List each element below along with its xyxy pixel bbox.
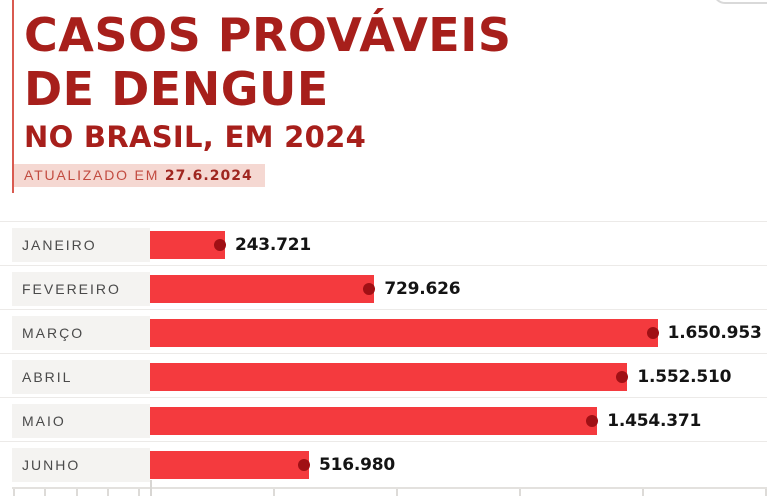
bar-end-dot [297, 459, 310, 471]
axis-tick-major [273, 489, 275, 496]
header: CASOS PROVÁVEIS DE DENGUE NO BRASIL, EM … [0, 0, 767, 187]
value-label: 243.721 [234, 235, 311, 255]
month-label: FEVEREIRO [22, 281, 121, 297]
month-cell: MARÇO [12, 316, 150, 350]
bar [150, 363, 628, 391]
updated-badge: ATUALIZADO EM 27.6.2024 [13, 164, 265, 187]
chart-row: MAIO 1.454.371 [0, 397, 767, 441]
axis-tick-minor [138, 489, 140, 496]
chart-row: JUNHO 516.980 [0, 441, 767, 485]
bar-end-dot [646, 327, 659, 339]
bar-chart: JANEIRO 243.721 FEVEREIRO 729.626 MARÇO … [0, 221, 767, 485]
axis-tick-minor [76, 489, 78, 496]
value-label: 729.626 [384, 279, 461, 299]
value-label: 1.454.371 [607, 411, 702, 431]
bar [150, 407, 598, 435]
value-label: 1.650.953 [667, 323, 762, 343]
axis-tick-major [765, 489, 767, 496]
chart-title-line1: CASOS PROVÁVEIS [24, 8, 512, 62]
axis-tick-major [519, 489, 521, 496]
cropped-corner-shape [713, 0, 767, 4]
chart-row: JANEIRO 243.721 [0, 221, 767, 265]
updated-badge-date: 27.6.2024 [164, 168, 253, 184]
x-axis-line [12, 487, 767, 489]
bar [150, 275, 375, 303]
month-label: ABRIL [22, 369, 73, 385]
month-label: JANEIRO [22, 237, 97, 253]
axis-tick-minor [44, 489, 46, 496]
chart-row: FEVEREIRO 729.626 [0, 265, 767, 309]
chart-row: ABRIL 1.552.510 [0, 353, 767, 397]
month-cell: JANEIRO [12, 228, 150, 262]
chart-subtitle: NO BRASIL, EM 2024 [24, 120, 367, 154]
bar [150, 451, 309, 479]
bar [150, 319, 658, 347]
bar-end-dot [586, 415, 599, 427]
axis-tick-minor [107, 489, 109, 496]
month-label: JUNHO [22, 457, 81, 473]
updated-badge-label: ATUALIZADO EM [24, 167, 160, 183]
bar [150, 231, 225, 259]
bar-end-dot [213, 239, 226, 251]
axis-tick-major [396, 489, 398, 496]
chart-title-line2: DE DENGUE [24, 62, 329, 116]
axis-tick-major [642, 489, 644, 496]
month-cell: JUNHO [12, 448, 150, 482]
month-cell: FEVEREIRO [12, 272, 150, 306]
month-cell: ABRIL [12, 360, 150, 394]
axis-tick-zero [150, 480, 152, 496]
value-label: 1.552.510 [637, 367, 732, 387]
axis-tick-minor [13, 489, 15, 496]
bar-end-dot [363, 283, 376, 295]
value-label: 516.980 [318, 455, 395, 475]
month-cell: MAIO [12, 404, 150, 438]
month-label: MAIO [22, 413, 66, 429]
bar-end-dot [616, 371, 629, 383]
month-label: MARÇO [22, 325, 85, 341]
accent-rule [12, 0, 14, 193]
chart-row: MARÇO 1.650.953 [0, 309, 767, 353]
